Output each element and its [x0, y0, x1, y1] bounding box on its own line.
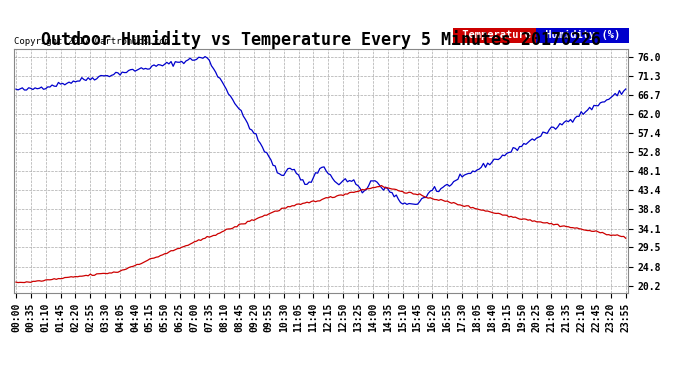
Title: Outdoor Humidity vs Temperature Every 5 Minutes 20170226: Outdoor Humidity vs Temperature Every 5 … [41, 30, 601, 49]
Text: Temperature (°F): Temperature (°F) [456, 30, 569, 40]
Text: Humidity (%): Humidity (%) [539, 30, 627, 40]
Text: Copyright 2017 Cartronics.com: Copyright 2017 Cartronics.com [14, 38, 170, 46]
